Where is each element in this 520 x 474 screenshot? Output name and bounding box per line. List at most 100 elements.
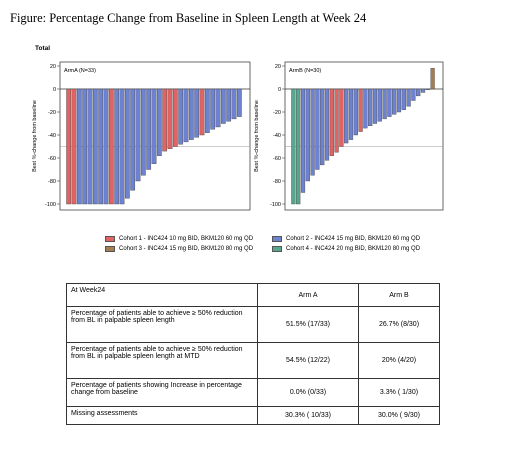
figure-title: Figure: Percentage Change from Baseline … <box>10 11 367 25</box>
arm-a-value: 54.5% (12/22) <box>257 342 359 379</box>
table-header-row: At Week24 Arm A Arm B <box>66 283 440 307</box>
bar <box>71 88 77 205</box>
bar <box>358 88 363 132</box>
y-tick-label: -60 <box>48 156 56 162</box>
table-row: Percentage of patients showing Increase … <box>66 378 440 407</box>
bar <box>382 88 387 120</box>
legend-swatch-cohort3 <box>105 246 115 252</box>
bar <box>339 88 344 147</box>
row-label: Missing assessments <box>66 406 258 425</box>
chart-legend: Cohort 1 - INC424 10 mg BID, BKM120 60 m… <box>105 236 425 258</box>
bar <box>183 88 189 143</box>
bar <box>420 88 426 93</box>
bar <box>76 88 82 205</box>
bar <box>315 88 320 170</box>
bar <box>156 88 162 156</box>
bar <box>124 88 130 199</box>
bar <box>87 88 93 205</box>
y-tick-label: -20 <box>48 110 56 116</box>
bar <box>119 88 125 205</box>
bar <box>66 88 72 205</box>
bar <box>324 88 330 161</box>
bar <box>372 88 378 124</box>
bar <box>98 88 104 205</box>
chart-panel-arm-b: 20 0 -20 -40 -60 -80 -100 Best %-change from ba… <box>254 61 444 211</box>
arm-a-value: 51.5% (17/33) <box>257 306 359 343</box>
bar <box>416 88 421 97</box>
bar <box>411 88 416 101</box>
bar <box>188 88 194 140</box>
y-axis-label: Best %-change from baseline <box>254 100 260 172</box>
bar <box>172 88 178 147</box>
arm-a-value: 0.0% (0/33) <box>257 378 359 407</box>
bar <box>334 88 339 153</box>
bar <box>92 88 98 205</box>
panel-label: ArmA (N=33) <box>64 68 96 74</box>
bar <box>82 88 88 205</box>
bar <box>377 88 382 122</box>
bar <box>300 88 306 193</box>
bar <box>344 88 349 144</box>
chart-panel-arm-a: 20 0 -20 -40 -60 -80 -100 Best %-change from ba… <box>32 61 251 211</box>
bar <box>135 88 141 182</box>
bar <box>167 88 173 149</box>
bar <box>140 88 146 176</box>
arm-b-value: 30.0% ( 9/30) <box>358 406 440 425</box>
bar <box>204 88 210 133</box>
bar <box>194 88 200 138</box>
arm-b-value: 3.3% ( 1/30) <box>358 378 440 407</box>
legend-swatch-cohort2 <box>272 236 282 242</box>
y-tick-label: -80 <box>273 179 281 185</box>
bar <box>108 88 114 205</box>
y-tick-label: -40 <box>48 133 56 139</box>
y-tick-label: -40 <box>273 133 281 139</box>
bar <box>329 88 334 156</box>
arm-a-value: 30.3% ( 10/33) <box>257 406 359 425</box>
header-arm-b: Arm B <box>358 283 440 307</box>
header-week: At Week24 <box>66 283 258 307</box>
arm-b-value: 20% (4/20) <box>358 342 440 379</box>
bar <box>236 88 242 117</box>
bar <box>210 88 216 130</box>
table-row: Missing assessments 30.3% ( 10/33) 30.0%… <box>66 406 440 425</box>
header-arm-a: Arm A <box>257 283 359 307</box>
plot-frame <box>284 61 444 211</box>
legend-label-cohort4: Cohort 4 - INC424 20 mg BID, BKM120 80 m… <box>286 246 421 252</box>
legend-item-cohort4: Cohort 4 - INC424 20 mg BID, BKM120 80 m… <box>272 246 420 252</box>
bar <box>130 88 136 191</box>
bar <box>401 88 406 110</box>
y-tick-label: 0 <box>53 87 56 93</box>
legend-label-cohort1: Cohort 1 - INC424 10 mg BID, BKM120 60 m… <box>119 236 254 242</box>
bar <box>430 68 435 90</box>
y-tick-label: 20 <box>275 64 281 70</box>
row-label: Percentage of patients able to achieve ≥… <box>66 342 258 379</box>
y-tick-label: -100 <box>270 202 281 208</box>
bar <box>114 88 120 205</box>
bar <box>387 88 392 117</box>
y-axis-label: Best %-change from baseline <box>32 100 38 172</box>
bar <box>199 88 205 136</box>
bar <box>103 88 109 205</box>
y-tick-label: -80 <box>48 179 56 185</box>
y-tick-label: 20 <box>50 64 56 70</box>
legend-label-cohort2: Cohort 2 - INC424 15 mg BID, BKM120 60 m… <box>286 236 421 242</box>
legend-label-cohort3: Cohort 3 - INC424 15 mg BID, BKM120 80 m… <box>119 246 254 252</box>
row-label: Percentage of patients able to achieve ≥… <box>66 306 258 343</box>
table-row: Percentage of patients able to achieve ≥… <box>66 306 440 343</box>
bar <box>162 88 168 152</box>
row-label: Percentage of patients showing Increase … <box>66 378 258 407</box>
bar <box>220 88 226 124</box>
bar <box>392 88 397 115</box>
legend-swatch-cohort1 <box>105 236 115 242</box>
bar <box>396 88 402 113</box>
bar <box>291 88 296 205</box>
bar <box>363 88 368 129</box>
bar <box>406 88 411 107</box>
results-table: At Week24 Arm A Arm B Percentage of pati… <box>66 283 440 425</box>
bar <box>215 88 221 128</box>
bar <box>151 88 157 164</box>
bar <box>353 88 358 136</box>
y-tick-label: -20 <box>273 110 281 116</box>
bar <box>226 88 232 122</box>
plot-frame <box>59 61 251 211</box>
